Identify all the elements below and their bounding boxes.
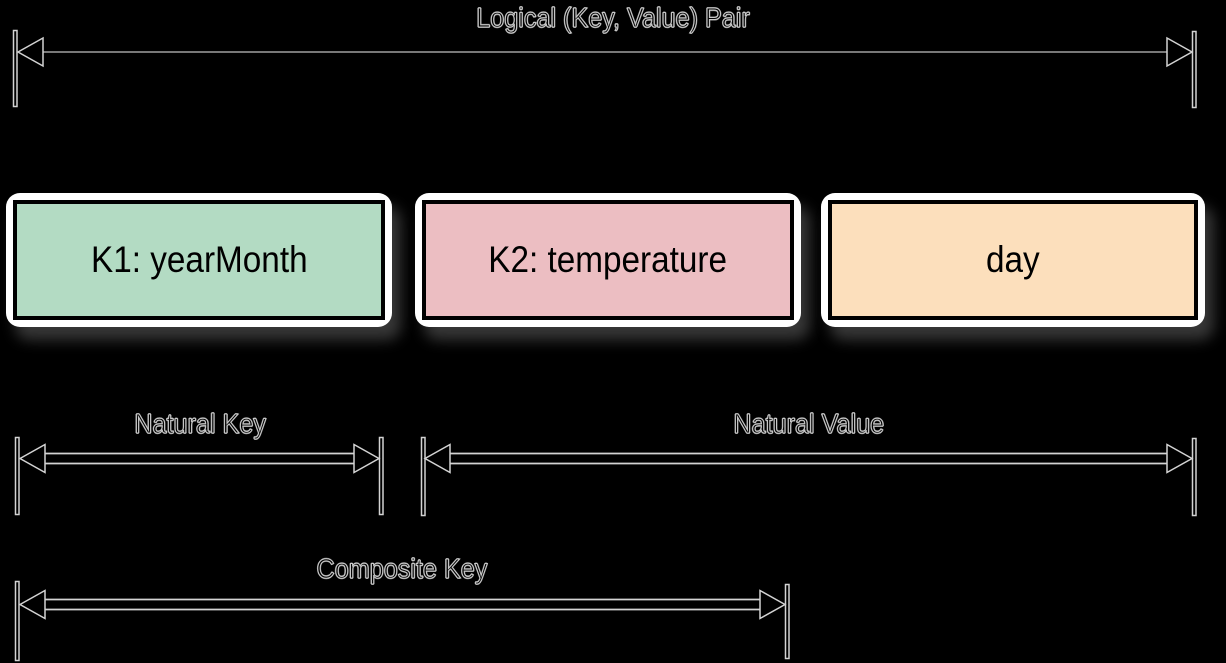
field-box-day: day: [821, 193, 1205, 327]
span-end-bar-left: [14, 436, 20, 516]
field-box-temperature: K2: temperature: [415, 193, 801, 327]
natural-value-span-arrow: [420, 436, 1197, 517]
natural-key-span-arrow: [14, 436, 384, 516]
span-end-bar-left: [12, 29, 18, 108]
arrowhead-left-icon: [423, 443, 451, 474]
arrowhead-right-icon: [353, 443, 381, 474]
field-box-temperature-fill: K2: temperature: [422, 200, 794, 320]
span-end-bar-left: [420, 436, 426, 517]
logical-pair-label: Logical (Key, Value) Pair: [0, 1, 1226, 35]
span-end-bar-right: [1191, 437, 1197, 517]
span-end-bar-right: [784, 583, 790, 660]
composite-key-label: Composite Key: [15, 552, 789, 586]
field-box-yearmonth: K1: yearMonth: [6, 193, 392, 327]
span-end-bar-left: [14, 580, 20, 662]
composite-key-span-arrow: [14, 580, 790, 662]
composite-key-label-text: Composite Key: [316, 552, 488, 584]
arrowhead-right-icon: [759, 589, 787, 620]
logical-pair-span-arrow: [12, 29, 1197, 109]
natural-value-label: Natural Value: [423, 407, 1195, 441]
field-box-yearmonth-fill: K1: yearMonth: [13, 200, 385, 320]
arrowhead-left-icon: [16, 36, 44, 68]
arrowhead-right-icon: [1166, 443, 1194, 474]
field-label-day: day: [986, 239, 1040, 280]
field-box-day-fill: day: [828, 200, 1198, 320]
natural-key-label: Natural Key: [0, 407, 400, 441]
arrowhead-left-icon: [18, 589, 46, 620]
logical-pair-label-text: Logical (Key, Value) Pair: [476, 1, 751, 33]
span-end-bar-right: [1191, 30, 1197, 109]
field-label-temperature: K2: temperature: [488, 239, 728, 280]
arrowhead-left-icon: [18, 443, 46, 474]
span-end-bar-right: [378, 436, 384, 516]
arrowhead-right-icon: [1166, 36, 1194, 68]
natural-key-label-text: Natural Key: [134, 407, 267, 439]
field-label-yearmonth: K1: yearMonth: [90, 239, 308, 280]
natural-value-label-text: Natural Value: [733, 407, 885, 439]
